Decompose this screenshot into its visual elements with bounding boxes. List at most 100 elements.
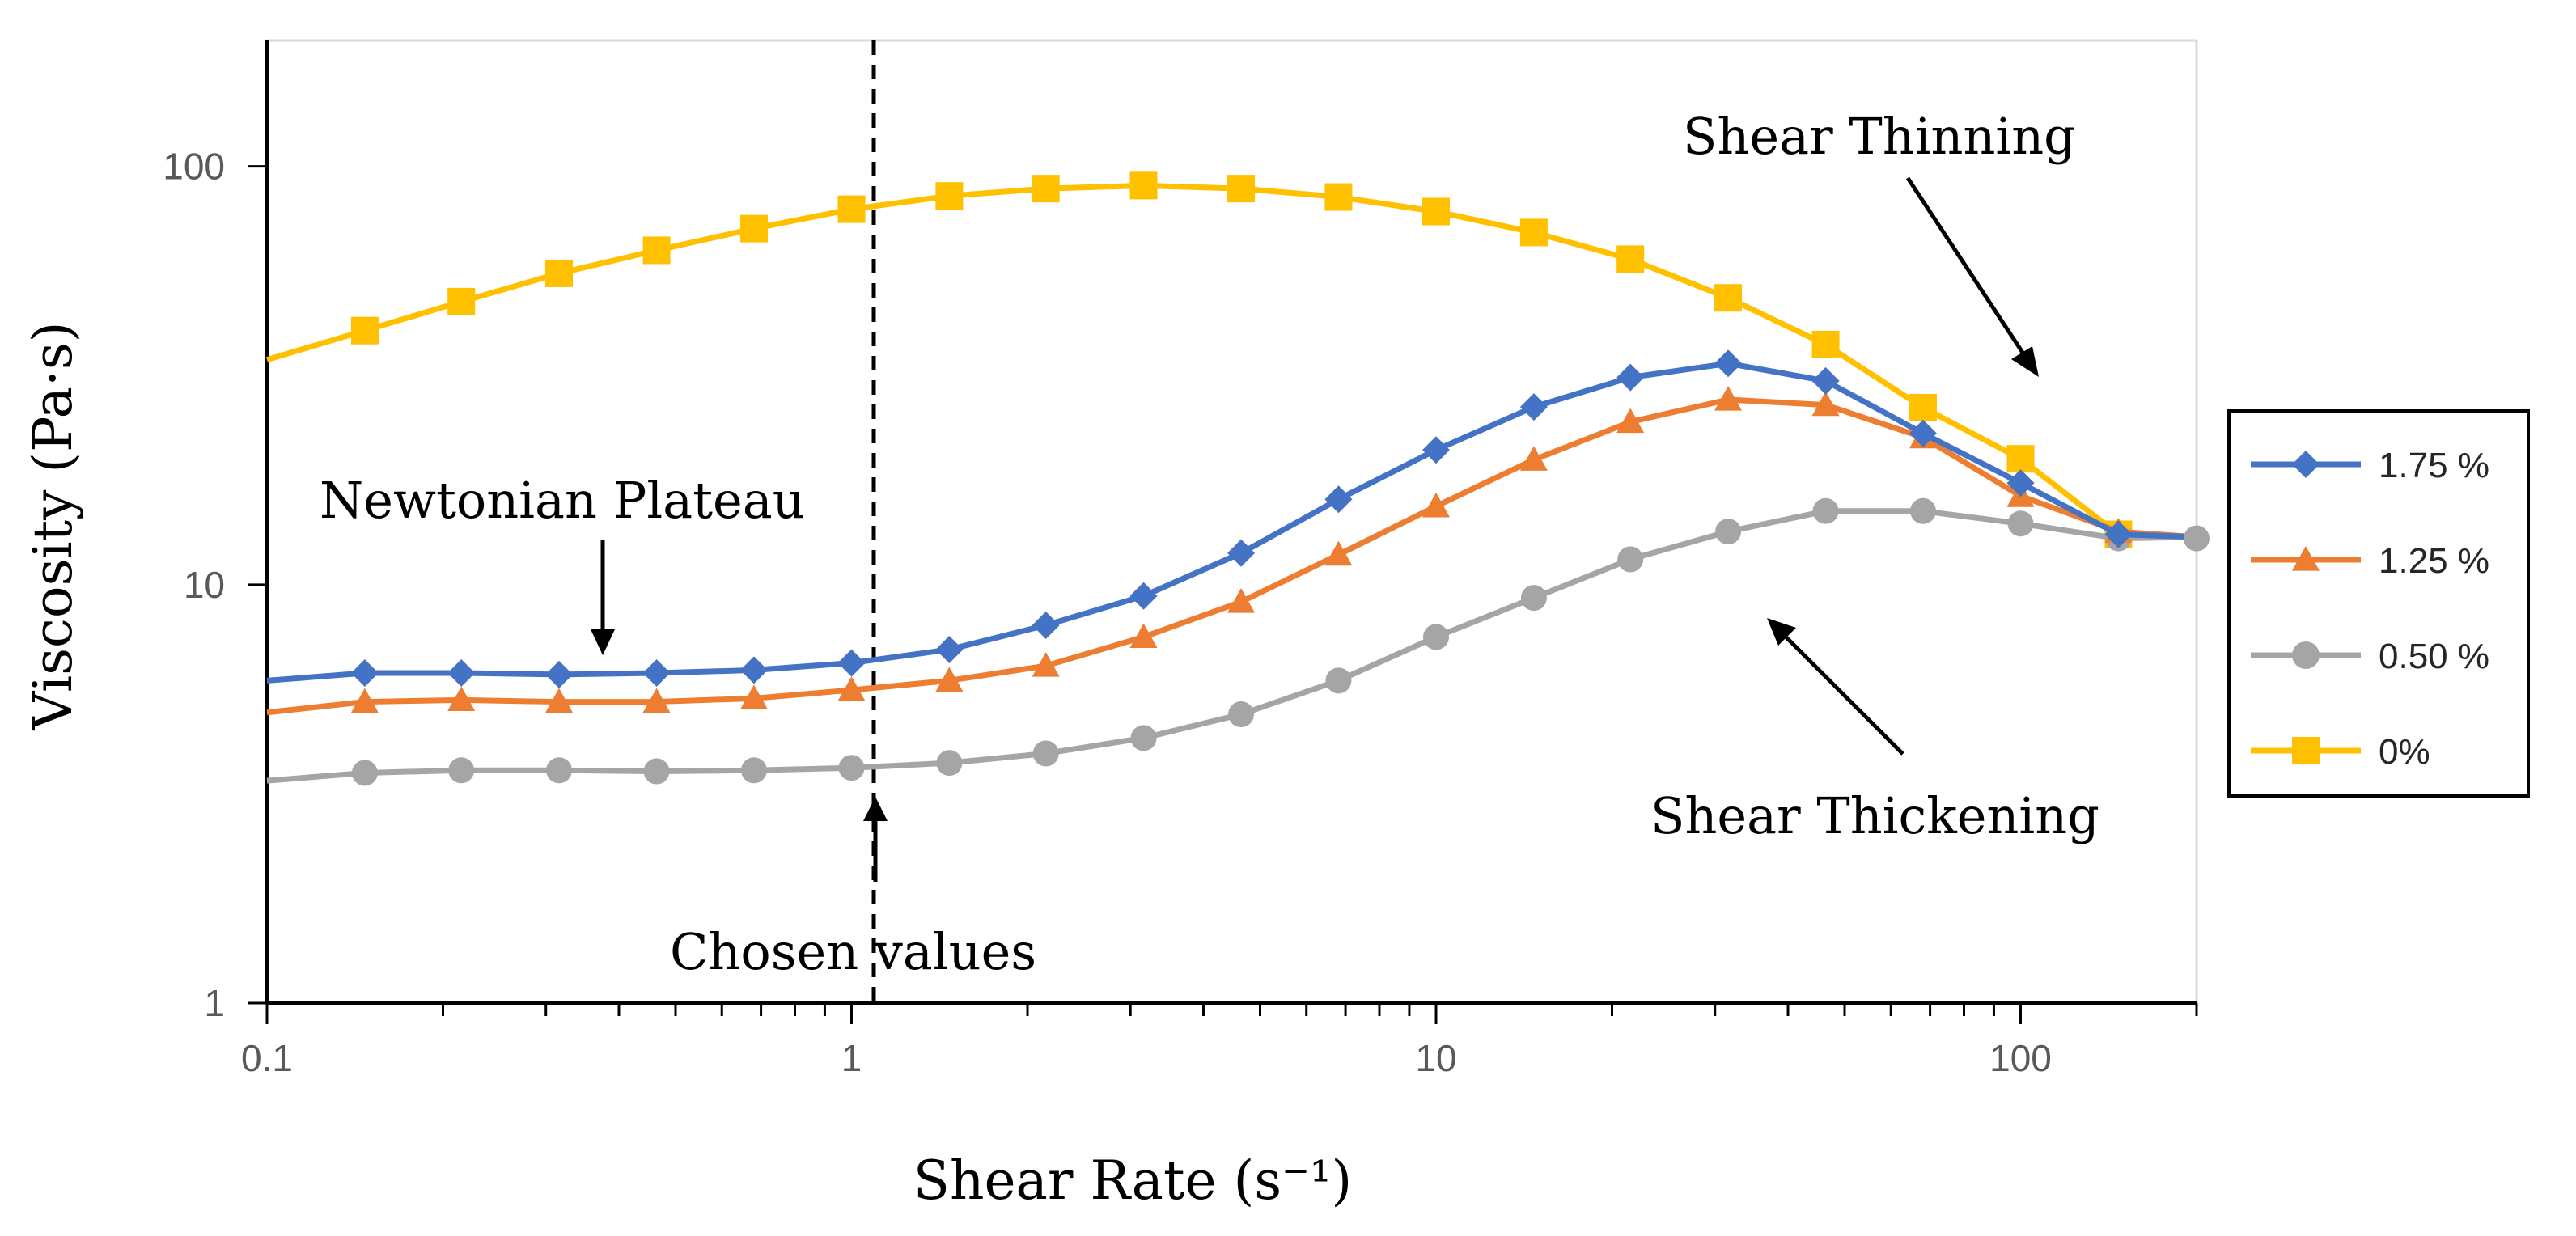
data-point: [1032, 652, 1060, 677]
series-layer: [266, 171, 2210, 786]
data-point: [1519, 446, 1548, 471]
y-axis-title: Viscosity (Pa·s): [22, 321, 84, 730]
data-point: [739, 214, 768, 243]
data-point: [1909, 393, 1937, 421]
data-point: [448, 757, 475, 784]
legend-marker: [2292, 641, 2320, 669]
data-point: [1812, 497, 1839, 524]
legend-item: 1.75 %: [2251, 446, 2489, 485]
legend-item: 1.25 %: [2251, 541, 2489, 581]
data-point: [1811, 366, 1840, 395]
data-point: [1909, 497, 1936, 524]
data-point: [935, 667, 964, 692]
legend-box: [2227, 409, 2530, 798]
data-point: [2006, 445, 2035, 473]
chosen-values-arrowhead: [863, 797, 888, 821]
data-point: [1715, 519, 1742, 545]
data-point: [739, 684, 768, 709]
data-point: [1129, 171, 1158, 200]
legend-item: 0.50 %: [2251, 637, 2489, 676]
y-tick-label: 1: [204, 982, 225, 1024]
legend-label: 1.75 %: [2379, 446, 2489, 485]
data-point: [351, 760, 378, 786]
data-point: [350, 688, 379, 713]
y-tick-label: 10: [184, 564, 225, 606]
data-point: [1130, 725, 1157, 751]
shear-thinning-arrowhead: [2011, 346, 2039, 377]
data-point: [936, 750, 963, 777]
data-point: [1324, 183, 1353, 211]
data-point: [1227, 539, 1256, 567]
legend-marker: [2292, 451, 2320, 478]
legend-item: 0%: [2251, 732, 2430, 772]
data-point: [837, 195, 866, 223]
data-point: [1617, 546, 1644, 573]
data-point: [546, 757, 573, 784]
data-point: [545, 259, 574, 287]
data-point: [1324, 485, 1353, 514]
data-point: [1519, 218, 1548, 247]
newtonian-plateau-arrowhead: [591, 629, 615, 655]
x-axis-title: Shear Rate (s⁻¹): [913, 1149, 1352, 1212]
shear-thickening-arrowhead: [1767, 618, 1796, 646]
data-point: [1129, 623, 1158, 649]
data-point: [739, 656, 768, 684]
data-point: [1422, 197, 1451, 226]
y-tick-label: 100: [163, 146, 225, 188]
legend: 1.75 % 1.25 % 0.50 % 0%: [2227, 409, 2530, 798]
data-point: [1714, 284, 1743, 312]
data-point: [1616, 363, 1645, 392]
data-point: [447, 287, 476, 315]
data-point: [545, 688, 574, 713]
data-point: [1422, 492, 1451, 518]
data-point: [935, 182, 964, 210]
legend-items: 1.75 % 1.25 % 0.50 % 0%: [2251, 446, 2489, 772]
data-point: [1228, 701, 1255, 728]
x-tick-label: 1: [841, 1037, 862, 1079]
data-point: [643, 758, 670, 785]
data-point: [447, 686, 476, 712]
data-point: [1422, 436, 1451, 464]
data-point: [1325, 667, 1352, 694]
data-point: [1714, 349, 1743, 378]
data-point: [1616, 245, 1645, 273]
data-point: [1032, 740, 1059, 767]
data-point: [1811, 391, 1840, 417]
data-point: [1519, 393, 1548, 421]
data-point: [545, 660, 574, 688]
data-point: [740, 757, 767, 784]
x-tick-label: 100: [1989, 1037, 2052, 1079]
x-axis-ticks: 0.1 1 10 100: [241, 1003, 2198, 1079]
data-point: [642, 659, 671, 688]
series-050: [266, 497, 2197, 786]
x-tick-label: 0.1: [241, 1037, 293, 1079]
data-point: [837, 676, 866, 701]
newtonian-plateau-label: Newtonian Plateau: [320, 471, 805, 530]
legend-label: 0.50 %: [2379, 637, 2489, 676]
data-point: [1714, 386, 1743, 411]
data-point: [2007, 510, 2034, 537]
shear-thinning-label: Shear Thinning: [1683, 107, 2076, 166]
data-point: [642, 236, 671, 265]
shear-thinning-arrow: [1905, 176, 2032, 364]
legend-marker: [2292, 737, 2320, 764]
data-point: [1032, 611, 1060, 639]
data-point: [1227, 588, 1256, 613]
data-point: [1227, 175, 1256, 203]
data-point: [2104, 520, 2133, 548]
legend-marker: [2292, 546, 2320, 571]
data-point: [1616, 408, 1645, 434]
data-point: [2184, 525, 2210, 552]
annotation-arrows: [591, 176, 2039, 882]
data-point: [837, 649, 866, 677]
data-point: [1520, 585, 1547, 612]
data-point: [1032, 175, 1060, 203]
data-point: [350, 659, 379, 688]
data-point: [447, 659, 476, 688]
data-point: [642, 688, 671, 713]
data-point: [1324, 540, 1353, 566]
data-point: [1423, 624, 1450, 650]
legend-label: 1.25 %: [2379, 541, 2489, 581]
series-175: [266, 349, 2197, 688]
